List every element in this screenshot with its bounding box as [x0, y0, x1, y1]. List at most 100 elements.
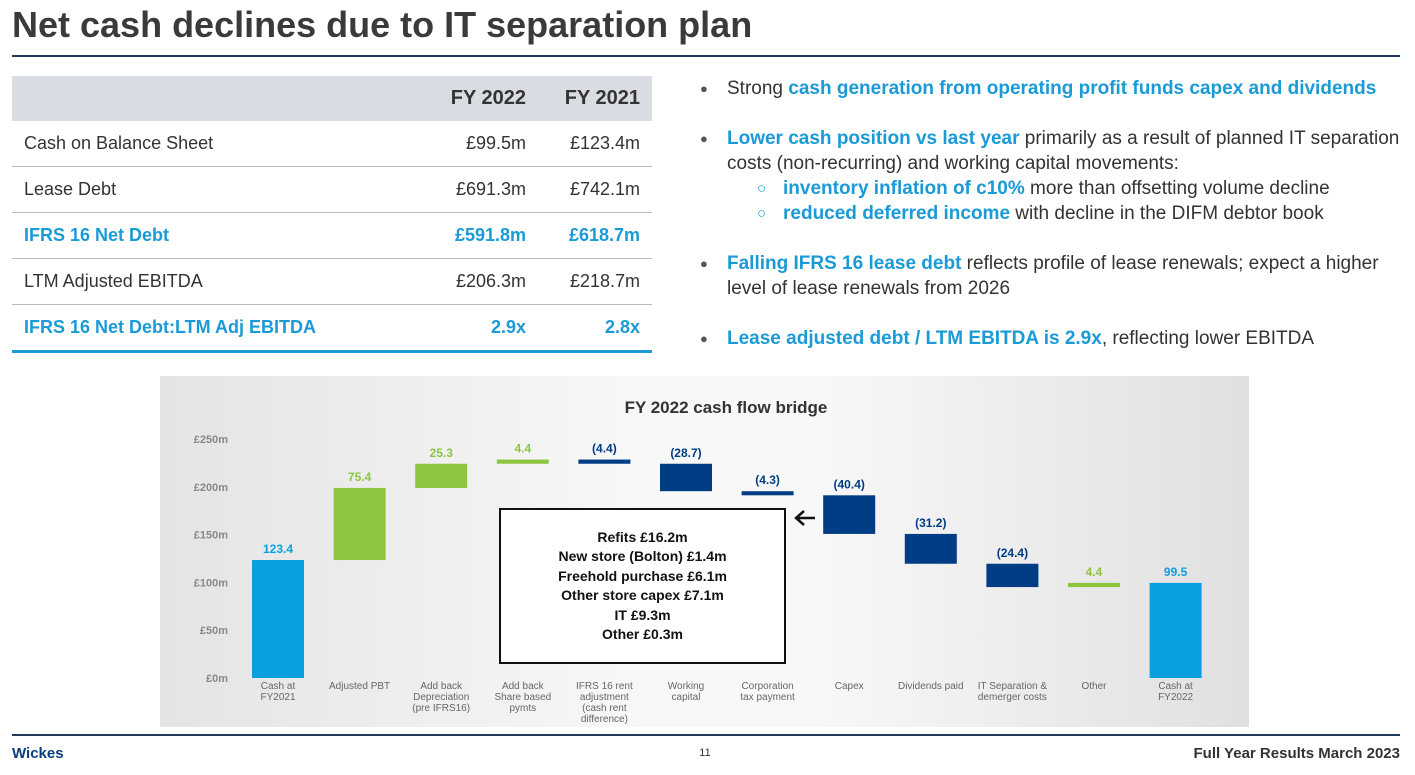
- bar: [252, 560, 304, 678]
- x-tick-label: Capex: [834, 681, 864, 692]
- x-tick-label: Other: [1081, 681, 1107, 692]
- x-tick-label: Cash at FY2021: [260, 681, 296, 703]
- table-cell: Cash on Balance Sheet: [12, 121, 404, 167]
- header-cell: FY 2021: [538, 76, 652, 121]
- y-tick-label: £250m: [194, 434, 228, 446]
- annotation-line: Refits £16.2m: [597, 528, 688, 545]
- x-tick-label: Add back Share based pymts: [494, 681, 552, 714]
- sub-list: inventory inflation of c10% more than of…: [727, 176, 1400, 226]
- bullet: Strong cash generation from operating pr…: [700, 76, 1400, 101]
- bar: [333, 487, 386, 561]
- table-cell: £742.1m: [538, 166, 652, 213]
- table-cell: IFRS 16 Net Debt: [12, 212, 404, 259]
- x-tick-label: Working capital: [667, 681, 705, 703]
- chart-title: FY 2022 cash flow bridge: [625, 398, 828, 417]
- y-tick-label: £0m: [206, 673, 228, 685]
- table-cell: Lease Debt: [12, 166, 404, 213]
- x-tick-label: IFRS 16 rent adjustment (cash rent diffe…: [576, 681, 633, 725]
- bar: [904, 533, 957, 564]
- bullet-text: cash generation from operating profit fu…: [788, 78, 1377, 99]
- table-row: Lease Debt £691.3m £742.1m: [12, 166, 652, 213]
- value-label: (24.4): [997, 546, 1028, 560]
- table-cell: LTM Adjusted EBITDA: [12, 258, 404, 305]
- annotation-line: Other store capex £7.1m: [561, 587, 724, 603]
- footer-rule: [12, 734, 1400, 736]
- bullet-text: reduced deferred income: [783, 203, 1011, 224]
- bar: [1068, 582, 1120, 588]
- y-tick-label: £200m: [194, 482, 228, 494]
- bullet-text: inventory inflation of c10%: [783, 178, 1025, 199]
- table-cell: £618.7m: [538, 212, 652, 259]
- page-number: 11: [699, 747, 711, 759]
- slide-title: Net cash declines due to IT separation p…: [12, 4, 753, 45]
- table-row: IFRS 16 Net Debt:LTM Adj EBITDA 2.9x 2.8x: [12, 304, 652, 353]
- table-cell: £591.8m: [404, 212, 538, 259]
- bullet-text: Falling IFRS 16 lease debt: [727, 253, 962, 274]
- annotation-line: IT £9.3m: [614, 606, 671, 623]
- bullet-text: reflects profile of lease renewals; expe…: [727, 253, 1379, 299]
- bar: [823, 495, 876, 534]
- bullet-text: Strong: [727, 78, 789, 99]
- bullet-text: Lower cash position vs last year: [727, 128, 1020, 149]
- value-label: (4.3): [755, 473, 780, 487]
- bullet-text: , reflecting lower EBITDA: [1101, 328, 1315, 349]
- bullet: Falling IFRS 16 lease debt reflects prof…: [700, 251, 1400, 301]
- bar: [660, 463, 712, 492]
- bullet-text: with decline in the DIFM debtor book: [1010, 203, 1324, 224]
- sub-bullet: inventory inflation of c10% more than of…: [757, 176, 1400, 201]
- bullet-list: Strong cash generation from operating pr…: [700, 76, 1400, 376]
- bar: [496, 459, 549, 464]
- annotation-line: New store (Bolton) £1.4m: [558, 548, 727, 564]
- table-cell: £123.4m: [538, 121, 652, 167]
- bar: [415, 463, 468, 488]
- table-row: IFRS 16 Net Debt £591.8m £618.7m: [12, 212, 652, 259]
- bullet-text: primarily as a result of planned IT sepa…: [727, 128, 1400, 174]
- y-tick-label: £150m: [194, 530, 228, 542]
- value-label: 99.5: [1164, 565, 1188, 579]
- table-row: LTM Adjusted EBITDA £206.3m £218.7m: [12, 258, 652, 305]
- bar: [986, 563, 1039, 588]
- bullet: Lower cash position vs last year primari…: [700, 126, 1400, 226]
- x-tick-label: Cash at FY2022: [1158, 681, 1194, 703]
- x-tick-label: IT Separation & demerger costs: [977, 681, 1048, 703]
- bullet-text: more than offsetting volume decline: [1024, 178, 1330, 199]
- x-tick-label: Corporation tax payment: [740, 681, 795, 703]
- capex-annotation: Refits £16.2m New store (Bolton) £1.4m Fre…: [499, 508, 786, 664]
- arrow: [794, 510, 815, 526]
- footer-title: Full Year Results March 2023: [1193, 745, 1401, 762]
- value-label: 4.4: [514, 442, 531, 456]
- x-tick-label: Dividends paid: [897, 681, 964, 692]
- title-rule: [12, 55, 1400, 57]
- value-label: (4.4): [592, 442, 617, 456]
- footer-brand: Wickes: [12, 745, 64, 762]
- value-label: 4.4: [1086, 565, 1103, 579]
- bar: [578, 459, 631, 464]
- bullet-text: Lease adjusted debt / LTM EBITDA is 2.9x: [727, 328, 1102, 349]
- annotation-line: Freehold purchase £6.1m: [558, 567, 727, 584]
- table-cell: £206.3m: [404, 258, 538, 305]
- table-cell: £691.3m: [404, 166, 538, 213]
- value-label: 25.3: [430, 446, 454, 460]
- bar: [1149, 582, 1202, 678]
- value-label: (31.2): [915, 516, 946, 530]
- table-row: Cash on Balance Sheet £99.5m £123.4m: [12, 121, 652, 167]
- annotation-line: Other £0.3m: [602, 626, 683, 642]
- bar: [741, 491, 794, 496]
- header-cell: [12, 76, 404, 121]
- y-tick-label: £100m: [194, 577, 228, 589]
- value-label: 75.4: [348, 470, 372, 484]
- table-cell: IFRS 16 Net Debt:LTM Adj EBITDA: [12, 304, 404, 353]
- table-cell: £99.5m: [404, 121, 538, 167]
- x-tick-label: Add back Depreciation (pre IFRS16): [412, 681, 471, 714]
- debt-table: FY 2022 FY 2021 Cash on Balance Sheet £99.5…: [12, 76, 652, 353]
- header-cell: FY 2022: [404, 76, 538, 121]
- table-cell: 2.8x: [538, 304, 652, 353]
- y-tick-label: £50m: [200, 625, 228, 637]
- bullet: Lease adjusted debt / LTM EBITDA is 2.9x…: [700, 326, 1400, 351]
- value-label: (28.7): [670, 446, 701, 460]
- value-label: 123.4: [263, 542, 293, 556]
- table-cell: £218.7m: [538, 258, 652, 305]
- value-label: (40.4): [834, 477, 865, 491]
